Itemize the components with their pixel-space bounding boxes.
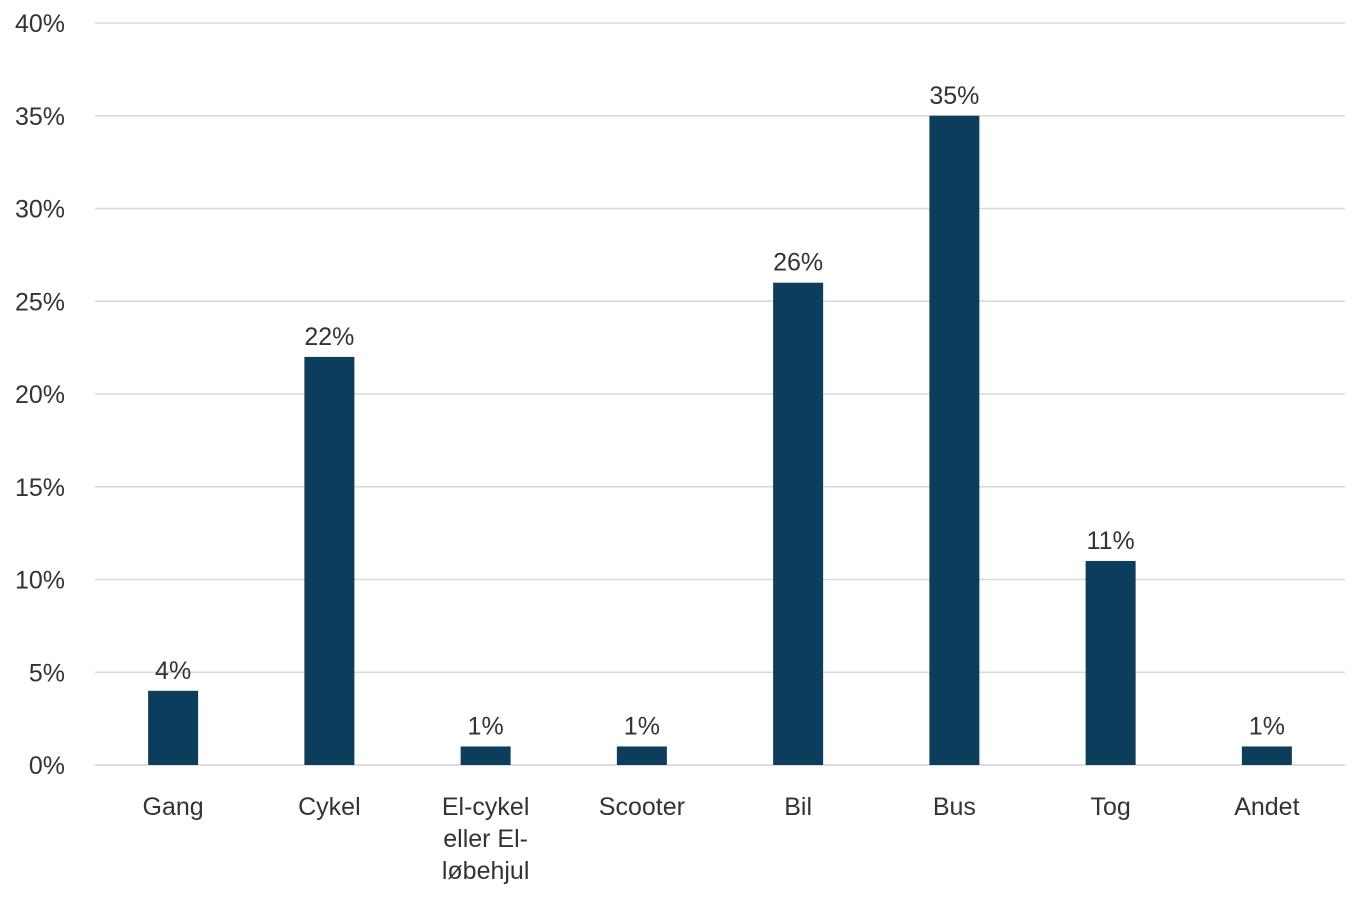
y-tick-label: 0% bbox=[29, 752, 65, 780]
x-category-label: Gang bbox=[143, 793, 204, 821]
y-tick-label: 40% bbox=[15, 10, 65, 38]
x-category-label-line: Gang bbox=[143, 793, 204, 821]
x-axis-categories: Gang Cykel El-cykel eller El-løbehjul Scoote… bbox=[143, 793, 1300, 885]
data-label: 35% bbox=[929, 82, 979, 110]
y-tick-label: 30% bbox=[15, 196, 65, 224]
x-category-label: Bil bbox=[784, 793, 812, 821]
y-tick-label: 10% bbox=[15, 567, 65, 595]
x-category-label-line: Tog bbox=[1090, 793, 1130, 821]
data-label: 11% bbox=[1087, 527, 1135, 555]
x-category-label: Scooter bbox=[599, 793, 685, 821]
y-tick-label: 35% bbox=[15, 103, 65, 131]
y-axis-ticks: 0% 5% 10% 15% 20% 25% 30% 35% 40% bbox=[15, 10, 65, 780]
x-category-label-line: løbehjul bbox=[442, 857, 530, 885]
x-category-label-line: Cykel bbox=[298, 793, 361, 821]
y-tick-label: 15% bbox=[15, 474, 65, 502]
bar bbox=[773, 282, 824, 765]
x-category-label: Tog bbox=[1090, 793, 1130, 821]
x-category-label-line: Bil bbox=[784, 793, 812, 821]
y-tick-label: 5% bbox=[29, 659, 65, 687]
x-category-label: Cykel bbox=[298, 793, 361, 821]
data-label: 26% bbox=[773, 249, 823, 277]
bar bbox=[148, 690, 199, 765]
gridlines bbox=[95, 22, 1345, 766]
data-label: 1% bbox=[1249, 712, 1285, 740]
x-category-label: Bus bbox=[933, 793, 976, 821]
bars bbox=[148, 115, 1292, 765]
x-category-label-line: Bus bbox=[933, 793, 976, 821]
bar bbox=[616, 746, 667, 765]
y-tick-label: 25% bbox=[15, 288, 65, 316]
y-tick-label: 20% bbox=[15, 381, 65, 409]
bar bbox=[929, 115, 980, 765]
x-category-label: Andet bbox=[1234, 793, 1299, 821]
bar bbox=[460, 746, 511, 765]
x-category-label: El-cykel eller El-løbehjul bbox=[442, 793, 530, 885]
data-labels: 4% 22% 1% 1% 26% 35% 11% 1% bbox=[155, 82, 1285, 741]
data-label: 1% bbox=[468, 712, 504, 740]
bar bbox=[1241, 746, 1292, 765]
data-label: 22% bbox=[304, 323, 354, 351]
x-category-label-line: Andet bbox=[1234, 793, 1299, 821]
x-category-label-line: Scooter bbox=[599, 793, 685, 821]
data-label: 1% bbox=[624, 712, 660, 740]
bar bbox=[1085, 560, 1136, 765]
x-category-label-line: eller El- bbox=[443, 825, 528, 853]
data-label: 4% bbox=[155, 657, 191, 685]
x-category-label-line: El-cykel bbox=[442, 793, 530, 821]
bar bbox=[304, 356, 355, 765]
